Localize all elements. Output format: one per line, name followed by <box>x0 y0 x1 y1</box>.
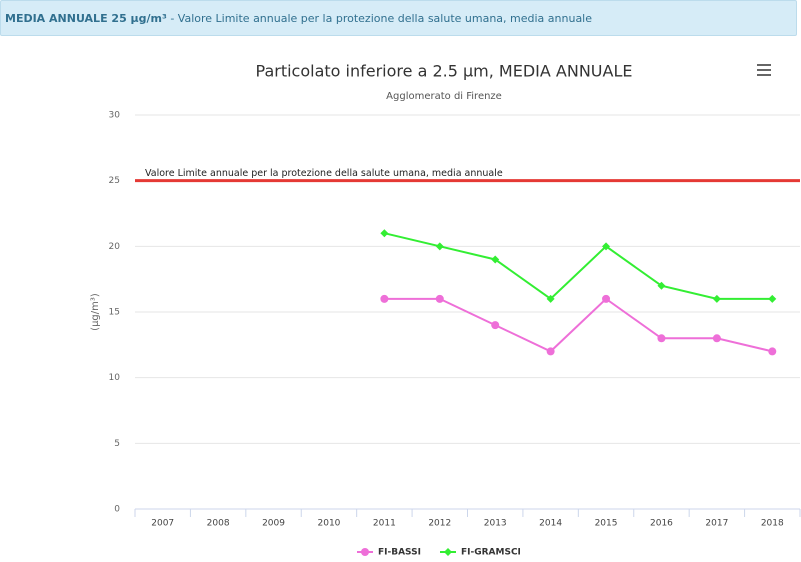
x-tick-label: 2011 <box>373 519 396 529</box>
y-tick-label: 10 <box>109 373 121 383</box>
marker <box>657 281 666 290</box>
banner-title: MEDIA ANNUALE 25 µg/m³ <box>5 12 167 25</box>
y-axis-label: (µg/m³) <box>90 293 101 331</box>
x-tick-label: 2014 <box>539 519 562 529</box>
y-tick-label: 25 <box>109 176 120 186</box>
x-tick-label: 2008 <box>207 519 230 529</box>
marker <box>768 294 777 303</box>
marker <box>380 294 389 303</box>
chart-title: Particolato inferiore a 2.5 µm, MEDIA AN… <box>256 62 633 81</box>
x-tick-label: 2015 <box>595 519 618 529</box>
marker <box>546 294 555 303</box>
x-tick-label: 2012 <box>428 519 451 529</box>
marker <box>380 229 389 238</box>
x-tick-label: 2009 <box>262 519 285 529</box>
marker <box>657 334 666 343</box>
info-banner: MEDIA ANNUALE 25 µg/m³ - Valore Limite a… <box>0 0 797 36</box>
x-tick-label: 2016 <box>650 519 673 529</box>
y-tick-label: 20 <box>109 242 121 252</box>
chart-subtitle: Agglomerato di Firenze <box>386 91 502 102</box>
y-tick-label: 0 <box>114 505 120 515</box>
marker <box>602 294 611 303</box>
x-tick-label: 2010 <box>318 519 341 529</box>
marker <box>491 255 500 264</box>
x-tick-label: 2017 <box>705 519 728 529</box>
legend-marker <box>361 548 369 556</box>
x-tick-label: 2007 <box>151 519 174 529</box>
legend-label: FI-GRAMSCI <box>461 548 521 558</box>
marker <box>712 294 721 303</box>
plot-line-label: Valore Limite annuale per la protezione … <box>145 168 503 179</box>
legend-marker <box>444 548 452 556</box>
marker <box>768 347 777 356</box>
legend-label: FI-BASSI <box>378 548 421 558</box>
x-tick-label: 2013 <box>484 519 507 529</box>
series-line <box>384 232 773 301</box>
y-tick-label: 15 <box>109 308 120 318</box>
marker <box>712 334 721 343</box>
marker <box>491 321 500 330</box>
series-line <box>384 297 773 353</box>
y-tick-label: 30 <box>109 111 121 121</box>
marker <box>602 242 611 251</box>
x-tick-label: 2018 <box>761 519 784 529</box>
banner-text: - Valore Limite annuale per la protezion… <box>166 12 593 25</box>
marker <box>435 294 444 303</box>
marker <box>435 242 444 251</box>
menu-icon[interactable] <box>757 64 771 76</box>
y-tick-label: 5 <box>114 439 120 449</box>
marker <box>546 347 555 356</box>
